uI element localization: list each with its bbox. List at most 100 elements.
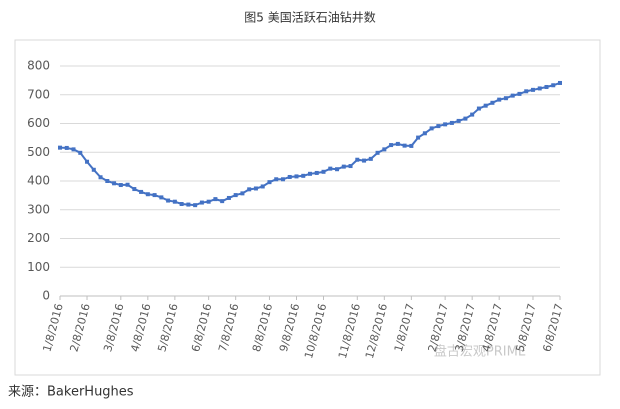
point-marker [85,159,90,164]
point-marker [314,170,319,175]
chart-frame [14,39,601,376]
point-marker [483,103,488,108]
point-marker [476,106,481,111]
point-marker [341,164,346,169]
y-tick-label: 0 [42,289,50,303]
point-marker [71,147,76,152]
point-marker [558,80,562,85]
point-marker [240,191,245,196]
y-tick-label: 200 [27,231,50,245]
x-tick-label: 7/8/2016 [216,302,241,353]
point-marker [530,87,535,92]
point-marker [125,182,130,187]
point-marker [497,97,502,102]
point-marker [395,141,400,146]
x-tick-label: 12/8/2016 [363,302,390,360]
x-tick-label: 2/8/2016 [67,302,92,353]
y-tick-label: 500 [27,145,50,159]
x-tick-label: 1/8/2017 [392,302,417,353]
point-marker [267,180,272,185]
y-tick-label: 400 [27,174,50,188]
y-tick-label: 600 [27,116,50,130]
point-marker [280,177,285,182]
point-marker [159,195,164,200]
point-marker [91,167,96,172]
point-marker [422,131,427,136]
point-marker [105,179,110,183]
x-tick-label: 11/8/2016 [336,302,363,360]
point-marker [58,145,62,150]
point-marker [172,199,177,204]
point-marker [524,89,529,94]
point-marker [132,187,137,192]
point-marker [362,158,367,163]
x-tick-label: 1/8/2016 [40,302,65,353]
series-line [59,82,561,207]
point-marker [449,120,454,125]
point-marker [321,169,326,174]
point-marker [118,183,123,188]
point-marker [78,150,83,155]
source-note: 来源：BakerHughes [8,385,134,400]
point-marker [213,197,218,202]
point-marker [274,177,279,182]
point-marker [389,143,394,148]
point-marker [64,145,69,150]
chart-title: 图5 美国活跃石油钻井数 [244,10,375,25]
point-marker [429,126,434,131]
y-tick-label: 300 [27,202,50,216]
point-marker [544,84,549,89]
point-marker [199,200,204,205]
point-marker [287,174,292,179]
point-marker [145,192,150,197]
x-tick-label: 4/8/2016 [128,302,153,353]
point-marker [416,135,421,140]
point-marker [179,202,184,206]
point-marker [490,100,495,105]
y-tick-label: 700 [27,87,50,101]
x-tick-label: 5/8/2017 [513,302,538,353]
point-marker [193,203,198,208]
y-tick-label: 100 [27,260,50,274]
point-marker [206,199,211,204]
point-marker [335,167,340,172]
x-tick-label: 5/8/2016 [155,302,180,353]
point-marker [253,186,258,191]
point-marker [537,86,542,91]
point-marker [551,83,556,88]
x-tick-label: 6/8/2016 [189,302,214,353]
point-marker [517,91,522,96]
x-tick-label: 3/8/2016 [101,302,126,353]
point-marker [348,164,353,169]
point-marker [503,96,508,101]
point-marker [443,122,448,127]
point-marker [375,150,380,155]
point-marker [247,187,252,192]
point-marker [382,147,387,152]
point-marker [139,189,144,194]
point-marker [402,143,407,148]
point-marker [294,174,299,179]
x-tick-label: 8/8/2016 [250,302,275,353]
point-marker [470,112,475,117]
point-marker [220,199,225,204]
watermark: 盘古宏观PRIME [434,344,526,360]
point-marker [510,93,515,98]
point-marker [456,118,461,123]
point-marker [226,195,231,200]
point-marker [436,124,441,129]
point-marker [301,173,306,178]
point-marker [368,156,373,161]
y-tick-label: 800 [27,59,50,73]
point-marker [112,181,117,186]
point-marker [463,116,468,121]
x-tick-label: 10/8/2016 [302,302,329,360]
point-marker [355,157,360,162]
point-marker [152,193,157,198]
point-marker [166,198,171,203]
x-tick-label: 9/8/2016 [277,302,302,353]
point-marker [233,193,238,198]
point-marker [98,175,103,180]
point-marker [186,202,191,207]
